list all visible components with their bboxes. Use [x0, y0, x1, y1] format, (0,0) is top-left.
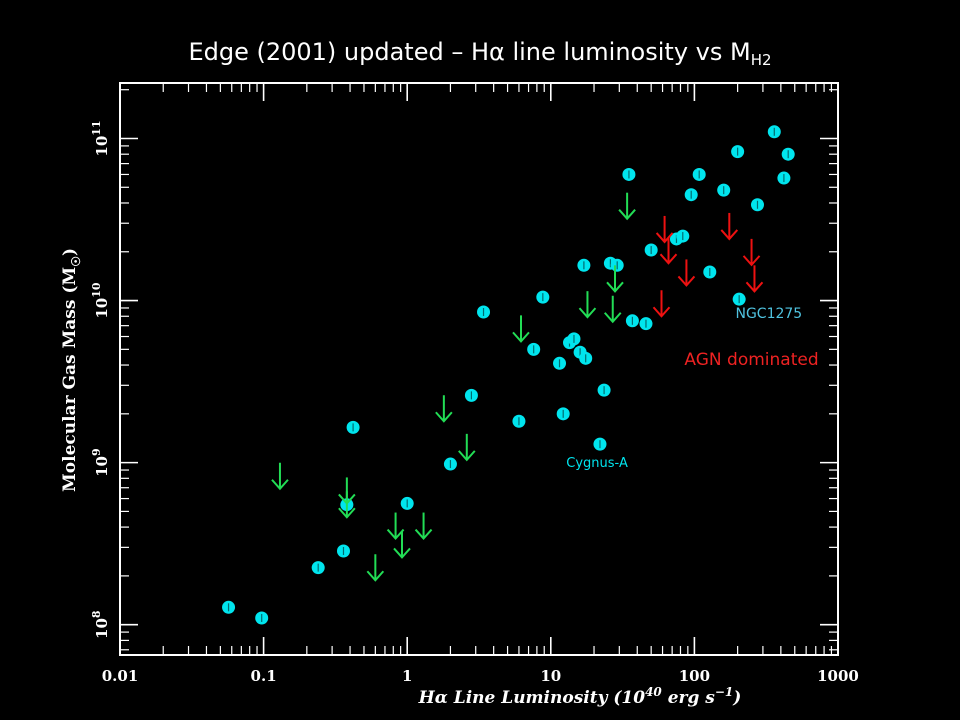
arrow-head	[512, 331, 530, 343]
upper-limit-arrow	[458, 433, 476, 462]
arrow-head	[386, 528, 405, 541]
upper-limit-arrow	[386, 512, 405, 541]
arrow-head	[435, 411, 453, 423]
upper-limit-arrow	[652, 290, 671, 318]
x-tick-label: 10	[540, 667, 561, 685]
title-prefix: Edge (2001) updated – H	[188, 38, 490, 66]
arrow-head	[652, 306, 671, 318]
x-tick-label: 1	[402, 667, 412, 685]
y-tick-label: 1011	[90, 120, 111, 156]
plot-frame	[119, 82, 839, 656]
tick-labels: 0.01 0.1 1 10 100 1000 108 109 1010 1011	[90, 120, 859, 685]
upper-limit-arrow	[366, 554, 385, 582]
upper-limit-arrow	[338, 491, 356, 519]
arrow-head	[393, 547, 411, 559]
x-tick-label: 0.1	[251, 667, 277, 685]
upper-limit-arrow	[435, 395, 453, 423]
y-tick-label: 108	[90, 610, 111, 639]
title-subscript: H2	[750, 51, 772, 69]
slide-title: Edge (2001) updated – Hα line luminosity…	[0, 38, 960, 69]
arrow-head	[742, 255, 761, 267]
upper-limit-arrow	[720, 212, 739, 241]
title-middle: line luminosity vs M	[504, 38, 751, 66]
arrow-head	[720, 229, 739, 241]
annotation-agn-dominated: AGN dominated	[684, 350, 818, 370]
upper-limit-arrow	[512, 315, 530, 343]
arrow-head	[677, 275, 696, 287]
arrow-head	[618, 209, 636, 221]
arrow-head	[578, 307, 597, 319]
upper-limit-arrow	[742, 238, 761, 267]
data-marks	[222, 125, 795, 625]
arrow-head	[606, 281, 624, 293]
upper-limit-arrow	[618, 192, 636, 221]
arrow-head	[366, 570, 385, 582]
arrow-head	[338, 507, 356, 519]
y-tick-label: 1010	[90, 282, 111, 319]
y-axis-label: Molecular Gas Mass (M☉)	[60, 248, 83, 492]
arrow-head	[655, 232, 674, 244]
x-tick-label: 1000	[817, 667, 859, 685]
upper-limit-arrow	[677, 259, 696, 287]
upper-limit-arrow	[603, 295, 622, 324]
annotation-ngc1275: NGC1275	[735, 306, 802, 322]
upper-limit-arrow	[659, 237, 678, 265]
annotations: Cygnus-A NGC1275 AGN dominated	[566, 306, 818, 471]
annotation-cygnus-a: Cygnus-A	[566, 456, 628, 471]
upper-limit-arrow	[393, 531, 411, 559]
x-tick-label: 0.01	[102, 667, 139, 685]
arrow-head	[271, 479, 289, 491]
upper-limit-arrow	[655, 215, 674, 244]
x-axis-label: Hα Line Luminosity (1040 erg s−1)	[418, 685, 742, 708]
upper-limit-arrow	[745, 265, 764, 293]
y-tick-label: 109	[90, 448, 111, 477]
arrow-head	[458, 450, 476, 462]
axis-ticks	[119, 83, 839, 655]
upper-limit-arrow	[606, 265, 624, 293]
upper-limit-arrow	[271, 462, 289, 491]
x-tick-label: 100	[679, 667, 710, 685]
arrow-head	[659, 253, 678, 265]
upper-limit-arrow	[578, 291, 597, 319]
arrow-head	[603, 312, 622, 324]
arrow-head	[414, 528, 433, 541]
upper-limit-arrow	[414, 512, 433, 541]
arrow-head	[745, 281, 764, 293]
title-alpha-symbol: α	[489, 38, 505, 66]
